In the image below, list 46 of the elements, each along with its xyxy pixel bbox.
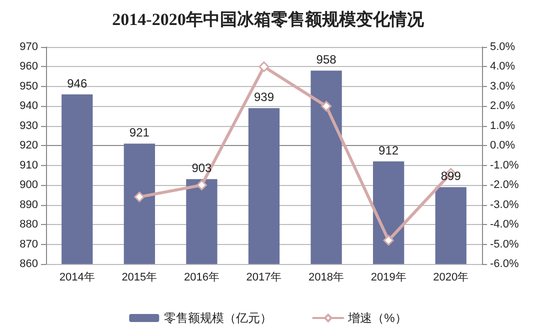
y2-tick-label: -1.0%	[490, 159, 519, 172]
y-tick-label: 960	[20, 60, 38, 73]
y2-tick-label: 4.0%	[490, 60, 516, 73]
y2-tick-label: -4.0%	[490, 218, 519, 231]
y-tick-label: 950	[20, 80, 38, 92]
y2-tick-label: 5.0%	[490, 41, 516, 53]
y2-tick-label: 1.0%	[490, 120, 516, 132]
legend-label: 零售额规模（亿元）	[164, 311, 272, 325]
data-label: 958	[316, 52, 337, 67]
y-tick-label: 880	[20, 218, 38, 231]
y-tick-label: 920	[20, 140, 38, 152]
y-tick-label: 870	[20, 238, 38, 250]
y-tick-label: 860	[20, 258, 38, 270]
x-tick-label: 2020年	[433, 272, 469, 284]
point	[383, 235, 394, 246]
x-tick-label: 2017年	[246, 272, 282, 284]
point	[134, 192, 145, 202]
y2-tick-label: -2.0%	[490, 179, 519, 192]
data-label: 912	[378, 143, 399, 158]
y-tick-label: 970	[20, 41, 38, 53]
y-tick-label: 890	[20, 198, 38, 211]
y-tick-label: 910	[20, 159, 38, 172]
x-tick-label: 2015年	[122, 272, 158, 284]
x-tick-label: 2019年	[370, 272, 406, 284]
y2-tick-label: 0.0%	[490, 140, 516, 152]
y-tick-label: 940	[20, 100, 38, 112]
data-label: 899	[440, 169, 462, 184]
data-label: 903	[192, 161, 212, 176]
data-label: 946	[67, 76, 88, 90]
y2-tick-label: 3.0%	[490, 80, 516, 92]
point	[258, 61, 270, 72]
y2-tick-label: -6.0%	[490, 258, 519, 270]
point	[196, 180, 207, 190]
y2-tick-label: 2.0%	[490, 100, 516, 112]
y2-tick-label: -5.0%	[490, 238, 519, 250]
x-tick-label: 2016年	[184, 272, 220, 284]
x-tick-label: 2018年	[308, 272, 344, 284]
legend-label: 增速（%）	[347, 311, 407, 325]
data-label: 939	[254, 90, 274, 104]
x-tick-label: 2014年	[59, 272, 95, 284]
chart-title: 2014-2020年中国冰箱零售额规模变化情况	[112, 10, 425, 29]
y-tick-label: 930	[20, 120, 38, 132]
y-tick-label: 900	[20, 179, 38, 192]
y2-tick-label: -3.0%	[490, 198, 519, 211]
data-label: 921	[129, 126, 150, 140]
point	[321, 100, 332, 112]
